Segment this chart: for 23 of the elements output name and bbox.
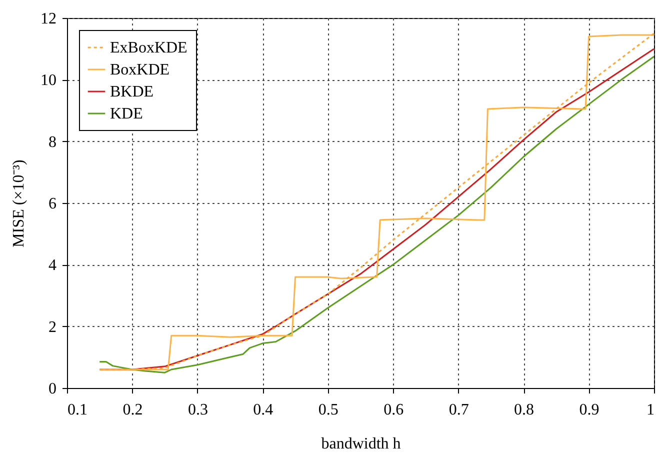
y-tick-label: 0 [48,380,56,398]
x-tick-label: 0.9 [579,402,600,418]
x-tick-label: 0.7 [448,402,469,418]
y-tick-label: 4 [48,257,56,274]
legend-label: KDE [110,106,143,122]
y-tick-label: 2 [48,318,56,336]
legend-label: ExBoxKDE [110,40,188,56]
x-axis-title: bandwidth h [321,436,401,452]
y-tick-label: 6 [48,196,56,212]
x-tick-label: 0.4 [253,402,274,418]
y-tick-label: 10 [40,72,56,90]
legend-label: BoxKDE [110,62,170,78]
x-tick-label: 1 [646,402,654,418]
x-tick-label: 0.8 [514,402,534,418]
x-tick-label: 0.5 [318,402,338,418]
y-tick-label: 8 [48,134,56,151]
y-axis-title: MISE (×10⁻³) [10,160,28,248]
x-tick-label: 0.3 [188,402,208,418]
x-tick-label: 0.1 [68,402,88,418]
y-tick-label: 12 [40,10,56,28]
x-tick-label: 0.6 [384,402,404,418]
legend-label: BKDE [110,84,154,100]
x-tick-label: 0.2 [122,402,143,418]
